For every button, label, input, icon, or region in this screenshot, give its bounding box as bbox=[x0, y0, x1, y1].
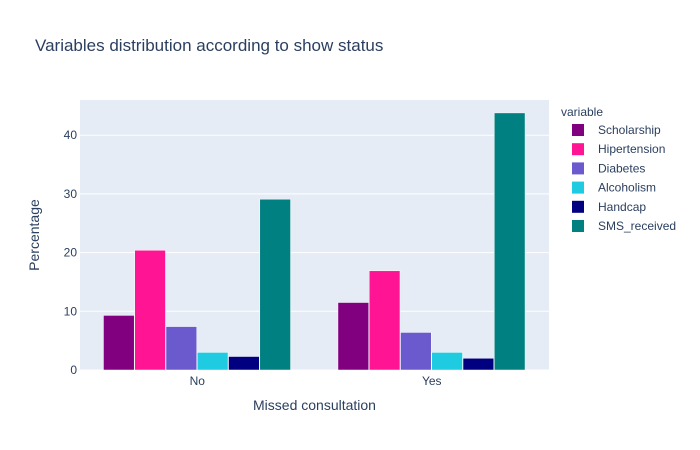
legend-title: variable bbox=[561, 105, 603, 119]
y-tick-label: 40 bbox=[64, 128, 78, 142]
chart-title: Variables distribution according to show… bbox=[35, 36, 383, 55]
legend-swatch bbox=[572, 162, 584, 175]
bar-sms-received-yes[interactable] bbox=[494, 112, 526, 371]
bar-diabetes-yes[interactable] bbox=[400, 332, 432, 371]
bar-hipertension-yes[interactable] bbox=[368, 270, 401, 371]
bar-alcoholism-yes[interactable] bbox=[431, 352, 463, 371]
legend-item-alcoholism[interactable]: Alcoholism bbox=[572, 181, 656, 195]
bar-diabetes-no[interactable] bbox=[165, 326, 198, 371]
legend-label: Alcoholism bbox=[598, 181, 656, 195]
legend-label: Handcap bbox=[598, 200, 646, 214]
legend-label: Hipertension bbox=[598, 142, 665, 156]
legend-item-sms-received[interactable]: SMS_received bbox=[572, 219, 676, 233]
bar-handcap-no[interactable] bbox=[228, 356, 260, 371]
legend-item-handcap[interactable]: Handcap bbox=[572, 200, 646, 214]
legend-label: Scholarship bbox=[598, 123, 661, 137]
y-axis-ticks: 0 10 20 30 40 bbox=[64, 128, 78, 377]
y-tick-label: 10 bbox=[64, 304, 78, 318]
y-axis-label: Percentage bbox=[26, 199, 42, 271]
y-tick-label: 0 bbox=[70, 363, 77, 377]
legend-swatch bbox=[572, 124, 584, 136]
y-tick-label: 20 bbox=[64, 246, 78, 260]
y-tick-label: 30 bbox=[64, 187, 78, 201]
x-tick-label: Yes bbox=[422, 374, 442, 388]
legend-item-scholarship[interactable]: Scholarship bbox=[572, 123, 661, 137]
bar-hipertension-no[interactable] bbox=[134, 250, 166, 371]
legend-swatch bbox=[572, 200, 584, 213]
legend-label: SMS_received bbox=[598, 219, 676, 233]
bar-scholarship-yes[interactable] bbox=[337, 302, 369, 371]
bars bbox=[103, 112, 526, 371]
bar-handcap-yes[interactable] bbox=[462, 358, 495, 371]
legend-label: Diabetes bbox=[598, 161, 645, 175]
x-axis-ticks: No Yes bbox=[190, 374, 442, 388]
legend-item-hipertension[interactable]: Hipertension bbox=[572, 142, 665, 156]
legend-swatch bbox=[572, 220, 584, 232]
bar-scholarship-no[interactable] bbox=[103, 315, 135, 371]
bar-sms-received-no[interactable] bbox=[259, 198, 291, 371]
legend-swatch bbox=[572, 143, 584, 156]
legend[interactable]: variable Scholarship Hipertension Diabetes… bbox=[561, 105, 676, 233]
legend-item-diabetes[interactable]: Diabetes bbox=[572, 161, 645, 175]
bar-alcoholism-no[interactable] bbox=[197, 352, 229, 371]
legend-swatch bbox=[572, 181, 584, 194]
x-tick-label: No bbox=[190, 374, 206, 388]
x-axis-label: Missed consultation bbox=[253, 397, 376, 413]
